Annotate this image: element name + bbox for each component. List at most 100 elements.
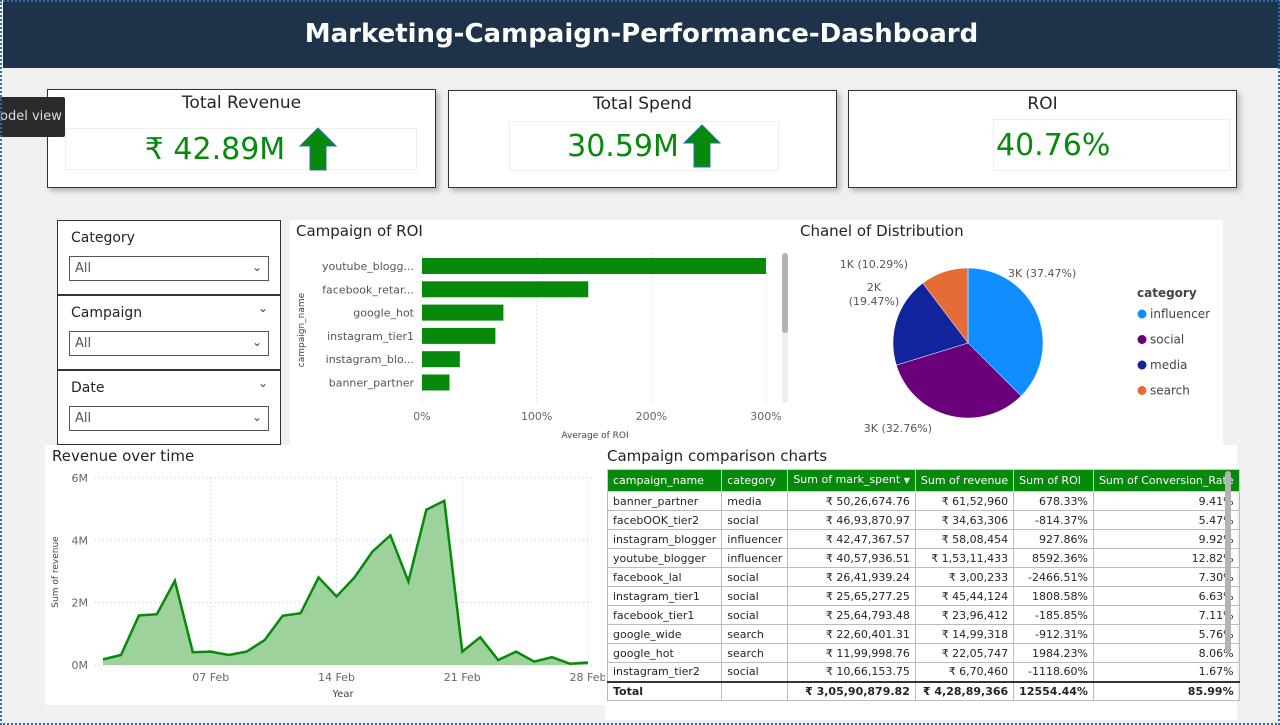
y-tick-label: 6M <box>72 472 89 485</box>
table-cell: -185.85% <box>1013 605 1094 625</box>
bar-4 <box>422 351 460 368</box>
table-cell: -814.37% <box>1013 510 1094 530</box>
area-fill <box>103 500 588 665</box>
total-cell: 85.99% <box>1092 680 1240 701</box>
table-cell: ₹ 22,60,401.31 <box>787 624 916 644</box>
table-cell: google_hot <box>606 643 723 663</box>
category-dropdown[interactable]: All ⌄ <box>69 256 269 281</box>
total-cell: ₹ 3,05,90,879.82 <box>787 680 916 701</box>
column-header[interactable]: Sum of mark_spent ▼ <box>787 469 916 492</box>
column-header[interactable]: category <box>721 469 789 492</box>
table-cell: social <box>721 662 789 682</box>
slicer-date[interactable]: Date ⌄ All ⌄ <box>57 370 281 445</box>
table-total-row: Total ₹ 3,05,90,879.82 ₹ 4,28,89,366 12554.… <box>606 680 1240 701</box>
table-row: google_wide search ₹ 22,60,401.31 ₹ 14,99,3… <box>606 624 1240 644</box>
date-dropdown[interactable]: All ⌄ <box>69 406 269 431</box>
scrollbar[interactable] <box>782 253 788 403</box>
column-header[interactable]: Sum of Conversion_Rate <box>1092 469 1240 492</box>
table-row: facebOOK_tier2 social ₹ 46,93,870.97 ₹ 34,6… <box>606 510 1240 530</box>
total-cell <box>721 680 789 701</box>
table-title: Campaign comparison charts <box>607 447 828 465</box>
table-cell: ₹ 40,57,936.51 <box>787 548 916 568</box>
slicer-label: Date <box>71 380 105 396</box>
y-axis-label: Sum of revenue <box>51 536 61 608</box>
kpi-value: ₹ 42.89M <box>144 131 286 167</box>
kpi-label: Total Spend <box>593 94 692 114</box>
table-cell: -912.31% <box>1013 624 1094 644</box>
sort-desc-icon: ▼ <box>903 476 910 485</box>
table-cell: ₹ 26,41,939.24 <box>787 567 916 587</box>
slicer-label: Campaign <box>71 305 143 321</box>
roi-bar-chart-panel: Campaign of ROI 0% 100% 200% 300% youtube_bl… <box>290 220 790 445</box>
campaign-table-panel: Campaign comparison charts campaign_name… <box>605 445 1240 720</box>
column-header[interactable]: campaign_name <box>606 469 723 492</box>
x-axis-label: Year <box>331 689 354 700</box>
revenue-line <box>102 498 589 666</box>
table-row: instagram_tier2 social ₹ 10,66,153.75 ₹ 6,7… <box>606 662 1240 682</box>
table-cell: 7.30% <box>1092 567 1240 587</box>
table-row: instagram_blogger influencer ₹ 42,47,367.5… <box>606 529 1240 549</box>
table-cell: 12.82% <box>1092 548 1240 568</box>
dropdown-value: All <box>75 336 92 351</box>
table-cell: instagram_blogger <box>606 529 723 549</box>
legend-marker <box>1137 360 1147 370</box>
bar-2 <box>422 304 504 321</box>
model-view-tooltip: odel view <box>0 97 65 137</box>
distribution-pie-chart: 3K (37.47%) influencer 3K (32.76%) social 2K… <box>840 258 1210 435</box>
chevron-down-icon[interactable]: ⌄ <box>257 301 268 315</box>
x-axis-label: Average of ROI <box>561 431 628 441</box>
dropdown-value: All <box>75 411 92 426</box>
table-scrollbar[interactable] <box>1225 471 1231 651</box>
chart-title: Chanel of Distribution <box>800 222 964 240</box>
legend-item-media: media <box>1150 358 1187 372</box>
table-row: google_hot search ₹ 11,99,998.76 ₹ 22,05,74… <box>606 643 1240 663</box>
pie-data-label: 3K (37.47%) <box>1008 267 1076 280</box>
table-cell: ₹ 45,44,124 <box>914 586 1015 606</box>
table-cell: facebOOK_tier2 <box>606 510 723 530</box>
table-row: banner_partner media ₹ 50,26,674.76 ₹ 61,52… <box>606 491 1240 511</box>
slicer-category[interactable]: Category All ⌄ <box>57 220 281 295</box>
table-cell: ₹ 25,64,793.48 <box>787 605 916 625</box>
table-cell: media <box>721 491 789 511</box>
pie-data-label: 2K <box>867 281 882 294</box>
table-cell: 1984.23% <box>1013 643 1094 663</box>
pie-slice-media <box>892 282 969 366</box>
pie-slice-influencer <box>967 267 1044 397</box>
chevron-down-icon: ⌄ <box>251 335 262 349</box>
legend-marker <box>1137 386 1147 395</box>
table-cell: ₹ 58,08,454 <box>914 529 1015 549</box>
pie-data-label: 1K (10.29%) <box>840 258 908 271</box>
dropdown-value: All <box>75 261 92 276</box>
column-header[interactable]: Sum of ROI <box>1013 469 1094 492</box>
x-tick-label: 21 Feb <box>444 671 481 684</box>
kpi-label: ROI <box>1027 94 1058 114</box>
campaign-dropdown[interactable]: All ⌄ <box>69 331 269 356</box>
y-axis-label: campaign_name <box>297 292 307 367</box>
pie-slice-search <box>922 267 969 344</box>
table-cell: -2466.51% <box>1013 567 1094 587</box>
bar-5 <box>422 374 450 391</box>
table-cell: 8592.36% <box>1013 548 1094 568</box>
up-arrow-icon <box>682 124 721 168</box>
table-cell: 1808.58% <box>1013 586 1094 606</box>
kpi-value: 30.59M <box>567 128 679 164</box>
x-tick-label: 200% <box>636 410 667 423</box>
slicer-campaign[interactable]: Campaign ⌄ All ⌄ <box>57 295 281 370</box>
y-tick-label: 4M <box>72 534 89 547</box>
table-row: facebook_lal social ₹ 26,41,939.24 ₹ 3,00,2… <box>606 567 1240 587</box>
table-cell: social <box>721 605 789 625</box>
distribution-pie-panel: Chanel of Distribution 3K (37.47%) influe… <box>790 220 1223 445</box>
chevron-down-icon[interactable]: ⌄ <box>257 376 268 390</box>
campaign-comparison-table: campaign_name category Sum of mark_spent ▼… <box>606 469 1240 701</box>
legend-item-search: search <box>1150 384 1190 398</box>
legend-title: category <box>1137 286 1197 300</box>
table-cell: social <box>721 586 789 606</box>
y-tick-label: instagram_tier1 <box>327 330 414 343</box>
column-header[interactable]: Sum of revenue <box>914 469 1015 492</box>
table-cell: ₹ 11,99,998.76 <box>787 643 916 663</box>
chevron-down-icon: ⌄ <box>251 410 262 424</box>
table-cell: ₹ 46,93,870.97 <box>787 510 916 530</box>
x-tick-label: 28 Feb <box>570 671 605 684</box>
kpi-value: 40.76% <box>996 127 1111 163</box>
table-cell: social <box>721 510 789 530</box>
